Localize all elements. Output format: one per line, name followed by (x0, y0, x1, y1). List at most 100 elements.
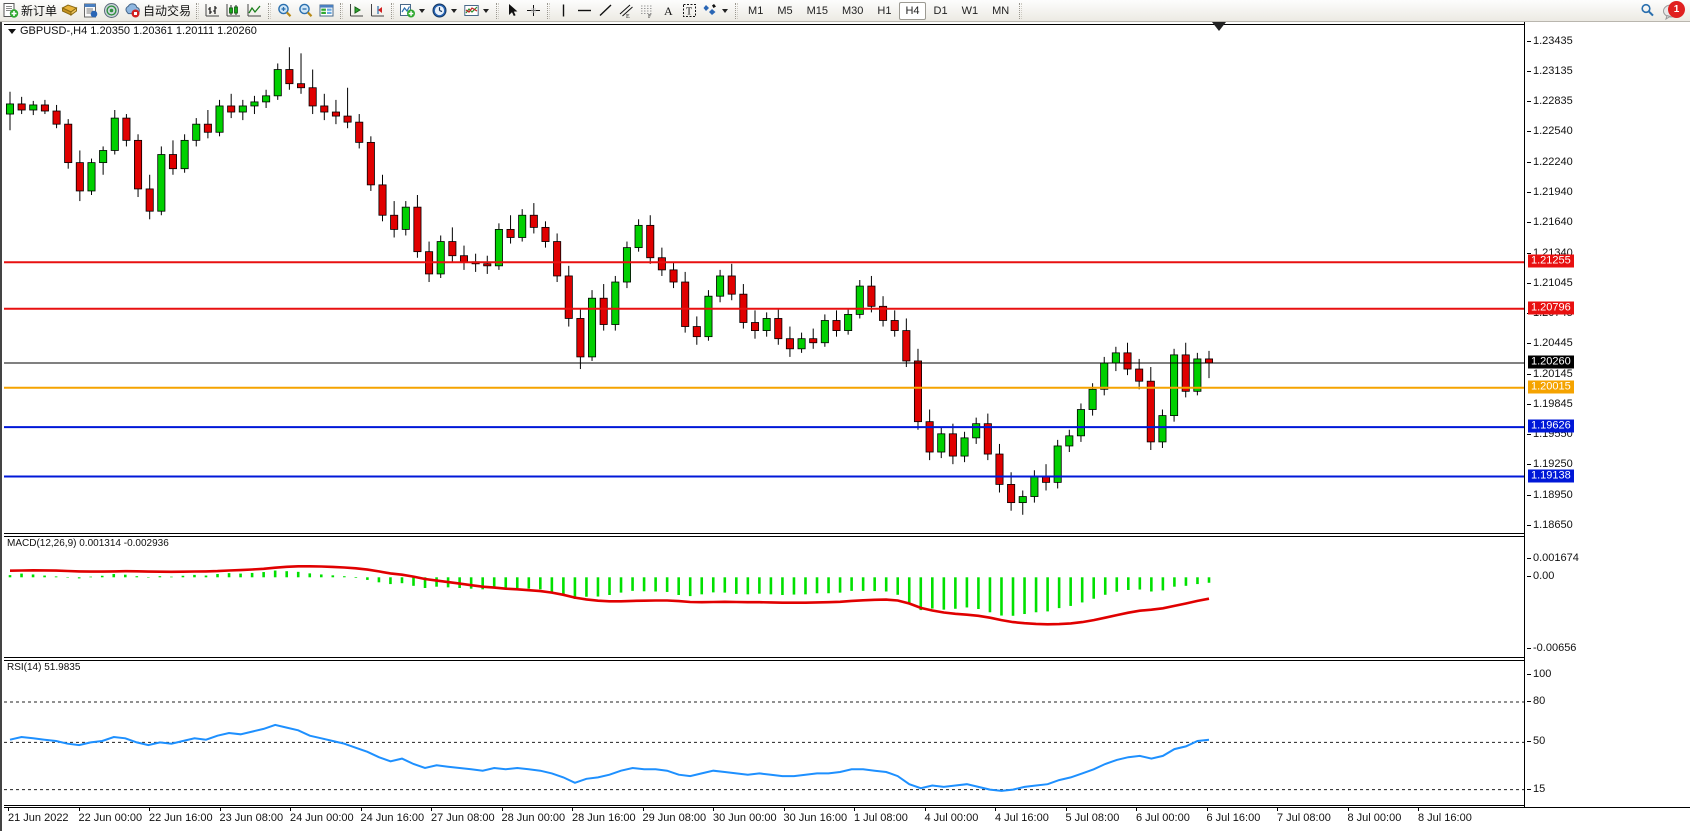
price-label-1.19626: 1.19626 (1528, 419, 1574, 433)
rsi-pane[interactable] (4, 660, 1524, 806)
timeframe-m5[interactable]: M5 (777, 4, 793, 17)
candlestick-chart-button[interactable] (223, 1, 244, 21)
timeframe-h4[interactable]: H4 (899, 1, 926, 20)
price-plot-area[interactable] (4, 25, 1524, 533)
chevron-down-icon[interactable] (8, 28, 16, 34)
rsi-tick: 50 (1526, 735, 1546, 748)
timeframe-m30[interactable]: M30 (842, 4, 864, 17)
data-window-button[interactable] (316, 1, 337, 21)
metaeditor-button[interactable] (80, 1, 101, 21)
line-chart-button[interactable] (244, 1, 265, 21)
chart-symbol-ohlc: GBPUSD-,H4 1.20350 1.20361 1.20111 1.202… (20, 25, 257, 37)
chevron-down-icon[interactable] (722, 8, 729, 13)
cursor-button[interactable] (502, 1, 523, 21)
price-tick: 1.22240 (1527, 155, 1573, 168)
expert-advisors-button[interactable] (59, 1, 80, 21)
text-icon: A (660, 2, 677, 19)
time-tick: 5 Jul 08:00 (1065, 807, 1120, 824)
time-tick: 22 Jun 00:00 (78, 807, 143, 824)
zoom-out-button[interactable] (295, 1, 316, 21)
timeframe-w1[interactable]: W1 (961, 4, 979, 17)
trendline-button[interactable] (595, 1, 616, 21)
chevron-down-icon[interactable] (419, 8, 426, 13)
indicators-button[interactable] (397, 1, 429, 21)
toolbar-separator (496, 2, 500, 19)
time-tick: 7 Jul 08:00 (1277, 807, 1331, 824)
rsi-plot-area[interactable] (4, 661, 1524, 805)
timeframe-m15[interactable]: M15 (806, 4, 828, 17)
zoom-in-button[interactable] (274, 1, 295, 21)
price-label-1.21255: 1.21255 (1528, 254, 1574, 268)
channel-icon: E (618, 2, 635, 20)
chevron-down-icon[interactable] (483, 8, 490, 13)
notifications-button[interactable]: 1 (1662, 0, 1685, 20)
new-order-label: 新订单 (21, 4, 58, 18)
text-label-button[interactable]: T (679, 1, 700, 21)
templates-button[interactable] (461, 1, 493, 21)
autotrading-button[interactable]: 自动交易 (122, 1, 193, 21)
data-window-icon (318, 2, 335, 19)
toolbar-separator (1019, 2, 1023, 19)
line-chart-icon (246, 2, 263, 19)
crosshair-icon (525, 2, 542, 19)
indicators-add-icon (399, 2, 416, 19)
time-tick: 30 Jun 00:00 (713, 807, 777, 824)
price-tick: 1.22835 (1527, 95, 1573, 108)
bar-chart-button[interactable] (202, 1, 223, 21)
price-label-1.20796: 1.20796 (1528, 301, 1574, 315)
price-pane[interactable] (4, 24, 1524, 534)
text-button[interactable]: A (658, 1, 679, 21)
autotrading-label: 自动交易 (143, 4, 192, 18)
shapes-button[interactable] (700, 1, 732, 21)
toolbar-separator (547, 2, 551, 19)
price-tick: 1.23435 (1527, 34, 1573, 47)
signals-button[interactable] (101, 1, 122, 21)
chart-window[interactable]: GBPUSD-,H4 1.20350 1.20361 1.20111 1.202… (0, 22, 1690, 831)
price-axis[interactable]: 1.23435 1.23135 1.22835 1.22540 1.22240 1.219… (1524, 22, 1690, 831)
rsi-indicator-label: RSI(14) 51.9835 (7, 662, 81, 673)
autotrading-icon (124, 2, 141, 19)
candlestick-series (4, 47, 1524, 515)
signals-icon (103, 2, 120, 19)
svg-text:E: E (626, 14, 630, 19)
timeframe-d1[interactable]: D1 (933, 4, 948, 17)
svg-text:A: A (664, 4, 673, 18)
timeframe-mn[interactable]: MN (992, 4, 1010, 17)
equidistant-channel-button[interactable]: E (616, 1, 637, 21)
fibonacci-button[interactable]: F (637, 1, 658, 21)
macd-signal-line (9, 565, 1210, 626)
auto-scroll-button[interactable] (346, 1, 367, 21)
chart-shift-button[interactable] (367, 1, 388, 21)
price-tick: 1.21640 (1527, 216, 1573, 229)
periods-button[interactable] (429, 1, 461, 21)
price-tick: 1.21940 (1527, 185, 1573, 198)
rsi-tick: 100 (1526, 668, 1552, 680)
price-tick: 1.19845 (1527, 397, 1573, 410)
timeframe-m1[interactable]: M1 (748, 4, 764, 17)
macd-pane[interactable] (4, 536, 1524, 658)
vertical-line-button[interactable] (553, 1, 574, 21)
text-label-icon: T (681, 2, 698, 19)
svg-text:T: T (686, 7, 692, 18)
time-tick: 6 Jul 16:00 (1206, 807, 1261, 824)
new-order-button[interactable]: 新订单 (0, 1, 59, 21)
main-toolbar: 新订单 (0, 0, 1690, 22)
time-axis[interactable]: 21 Jun 2022 22 Jun 00:00 22 Jun 16:00 23 Ju… (4, 807, 1690, 831)
time-tick: 23 Jun 08:00 (219, 807, 284, 824)
time-tick: 21 Jun 2022 (8, 807, 69, 824)
rsi-series (4, 701, 1524, 792)
macd-plot-area[interactable] (4, 537, 1524, 657)
metaeditor-icon (82, 2, 99, 19)
chart-shift-icon (369, 2, 386, 19)
fibonacci-icon: F (639, 2, 656, 20)
chart-scroll-marker-icon (1212, 22, 1226, 31)
timeframe-h1[interactable]: H1 (877, 4, 892, 17)
chevron-down-icon[interactable] (451, 8, 458, 13)
horizontal-line-button[interactable] (574, 1, 595, 21)
candlestick-icon (225, 2, 242, 19)
magnifier-icon[interactable] (1639, 2, 1656, 19)
time-tick: 8 Jul 00:00 (1347, 807, 1402, 824)
crosshair-button[interactable] (523, 1, 544, 21)
trendline-icon (597, 2, 614, 19)
